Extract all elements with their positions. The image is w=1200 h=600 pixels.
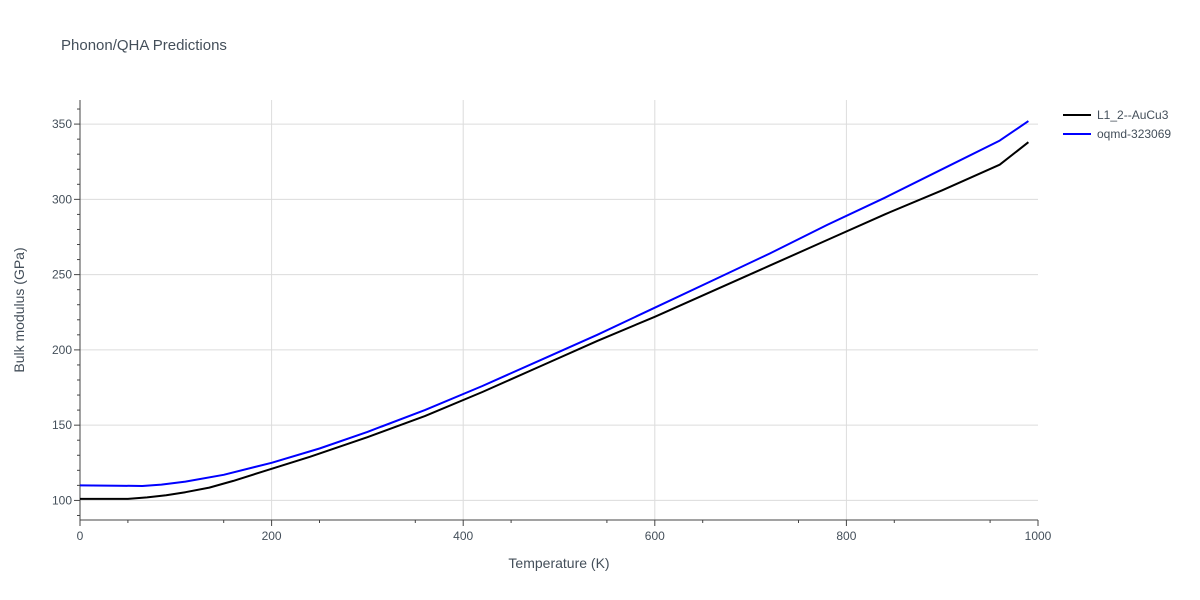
axes [79,100,1038,521]
y-axis-ticks: 100 150 200 250 300 350 [52,108,80,516]
x-axis-ticks: 0 200 400 600 800 1000 [77,520,1052,543]
x-tick-label: 1000 [1025,529,1052,543]
plot-lines [79,120,1030,500]
x-tick-label: 800 [836,529,856,543]
x-tick-label: 400 [453,529,473,543]
x-tick-label: 600 [645,529,665,543]
grid [80,100,1038,520]
x-axis-title: Temperature (K) [508,555,609,571]
y-tick-label: 100 [52,493,72,507]
x-tick-label: 0 [77,529,84,543]
x-tick-label: 200 [262,529,282,543]
y-tick-label: 200 [52,343,72,357]
y-tick-label: 150 [52,418,72,432]
y-axis-title: Bulk modulus (GPa) [11,247,27,372]
legend-label: L1_2--AuCu3 [1097,108,1169,122]
legend: L1_2--AuCu3 oqmd-323069 [1063,108,1171,141]
series-line [80,141,1030,500]
y-tick-label: 350 [52,117,72,131]
series-line [79,120,1029,487]
y-tick-label: 250 [52,268,72,282]
chart-title: Phonon/QHA Predictions [61,37,227,54]
legend-label: oqmd-323069 [1097,127,1171,141]
y-tick-label: 300 [52,192,72,206]
